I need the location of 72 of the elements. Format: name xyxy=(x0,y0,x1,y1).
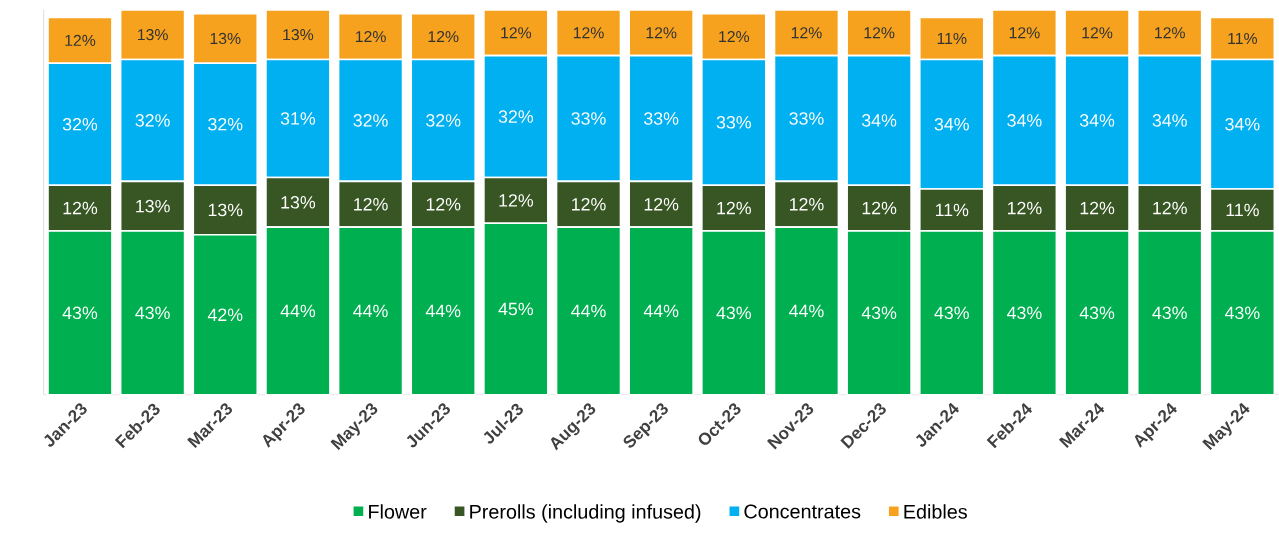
data-label: 12% xyxy=(1009,27,1040,39)
data-label: 12% xyxy=(501,27,532,39)
legend-label: Edibles xyxy=(904,504,967,519)
data-label: 33% xyxy=(789,112,824,125)
data-label: 12% xyxy=(1153,201,1187,215)
data-label: 32% xyxy=(353,114,388,127)
data-label: 32% xyxy=(135,114,170,127)
data-label: 33% xyxy=(716,116,751,129)
data-label: 43% xyxy=(1007,306,1042,320)
data-label: 12% xyxy=(646,27,677,39)
data-label: 32% xyxy=(498,110,534,124)
data-label: 11% xyxy=(1226,203,1259,217)
data-label: 43% xyxy=(934,306,969,320)
data-label: 12% xyxy=(790,198,824,211)
data-label: 12% xyxy=(572,198,606,211)
data-label: 13% xyxy=(283,29,314,41)
data-label: 44% xyxy=(789,304,824,318)
data-label: 12% xyxy=(862,201,897,215)
data-label: 34% xyxy=(1225,118,1260,131)
data-label: 44% xyxy=(643,304,679,318)
data-label: 44% xyxy=(353,304,388,318)
data-label: 12% xyxy=(354,198,388,211)
data-label: 44% xyxy=(571,304,606,318)
data-label: 12% xyxy=(499,194,534,207)
data-label: 31% xyxy=(280,112,316,125)
data-label: 12% xyxy=(1080,201,1115,215)
data-label: 32% xyxy=(208,118,243,131)
data-label: 12% xyxy=(63,201,98,215)
data-label: 12% xyxy=(426,198,461,211)
data-label: 45% xyxy=(498,302,534,316)
data-label: 43% xyxy=(861,306,897,320)
data-label: 12% xyxy=(791,27,822,39)
data-label: 13% xyxy=(137,29,168,41)
data-label: 13% xyxy=(136,200,170,213)
data-label: 12% xyxy=(573,27,604,39)
data-label: 44% xyxy=(280,304,316,318)
data-label: 34% xyxy=(934,118,969,131)
data-label: 33% xyxy=(571,112,606,125)
data-label: 12% xyxy=(717,201,751,215)
data-label: 11% xyxy=(1228,33,1258,45)
data-label: 11% xyxy=(935,203,969,217)
data-label: 33% xyxy=(644,112,679,125)
data-label: 34% xyxy=(1079,114,1115,127)
data-label: 44% xyxy=(425,304,461,318)
data-label: 12% xyxy=(355,31,386,43)
data-label: 12% xyxy=(1007,201,1042,215)
data-label: 34% xyxy=(861,114,897,127)
legend-label: Prerolls (including infused) xyxy=(470,504,701,523)
data-label: 43% xyxy=(135,306,170,320)
data-label: 12% xyxy=(864,27,895,39)
data-label: 13% xyxy=(210,33,241,45)
data-label: 12% xyxy=(1155,27,1185,39)
data-label: 12% xyxy=(1082,27,1113,39)
data-label: 11% xyxy=(937,33,967,45)
data-label: 13% xyxy=(208,203,243,217)
data-label: 43% xyxy=(1152,306,1187,320)
data-label: 32% xyxy=(62,118,98,131)
data-label: 12% xyxy=(428,31,459,43)
legend-label: Concentrates xyxy=(744,504,861,519)
data-label: 13% xyxy=(281,196,316,209)
data-label: 12% xyxy=(719,31,750,43)
legend-label: Flower xyxy=(369,504,427,519)
data-label: 12% xyxy=(644,198,679,211)
data-label: 42% xyxy=(207,308,243,322)
data-label: 43% xyxy=(716,306,751,320)
data-label: 43% xyxy=(1079,306,1115,320)
data-label: 32% xyxy=(426,114,461,127)
data-label: 43% xyxy=(62,306,98,320)
data-label: 34% xyxy=(1007,114,1042,127)
data-label: 12% xyxy=(65,34,96,47)
data-label: 34% xyxy=(1152,114,1187,127)
data-label: 43% xyxy=(1224,306,1260,320)
